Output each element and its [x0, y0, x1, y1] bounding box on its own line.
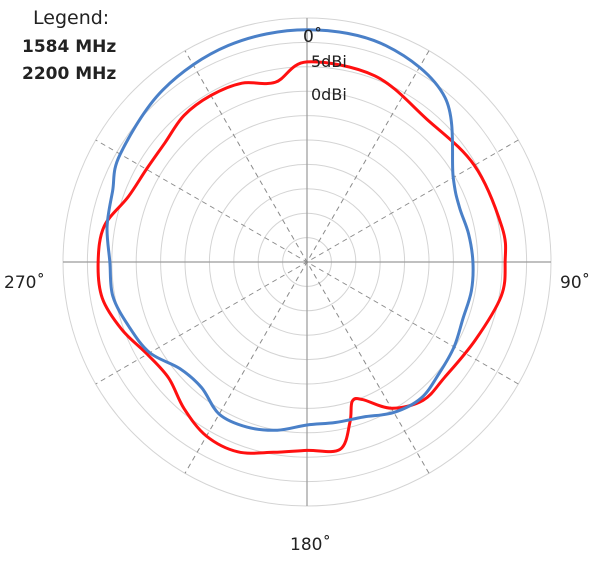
series-line-2200-mhz [105, 28, 475, 432]
legend-title: Legend: [33, 7, 109, 29]
angle-label-0: 0˚ [303, 26, 322, 47]
series-layer [96, 28, 508, 455]
legend-entry-2200: 2200 MHz [22, 64, 116, 84]
ring-label-0dbi: 0dBi [311, 85, 347, 104]
ring-label-5dbi: 5dBi [311, 52, 347, 71]
angle-label-270: 270˚ [4, 272, 45, 293]
angle-label-180: 180˚ [290, 534, 331, 555]
legend-entry-1584: 1584 MHz [22, 37, 116, 57]
grid-spoke [184, 50, 430, 474]
polar-grid [62, 17, 552, 507]
series-line-1584-mhz [96, 60, 508, 455]
angle-label-90: 90˚ [560, 272, 590, 293]
